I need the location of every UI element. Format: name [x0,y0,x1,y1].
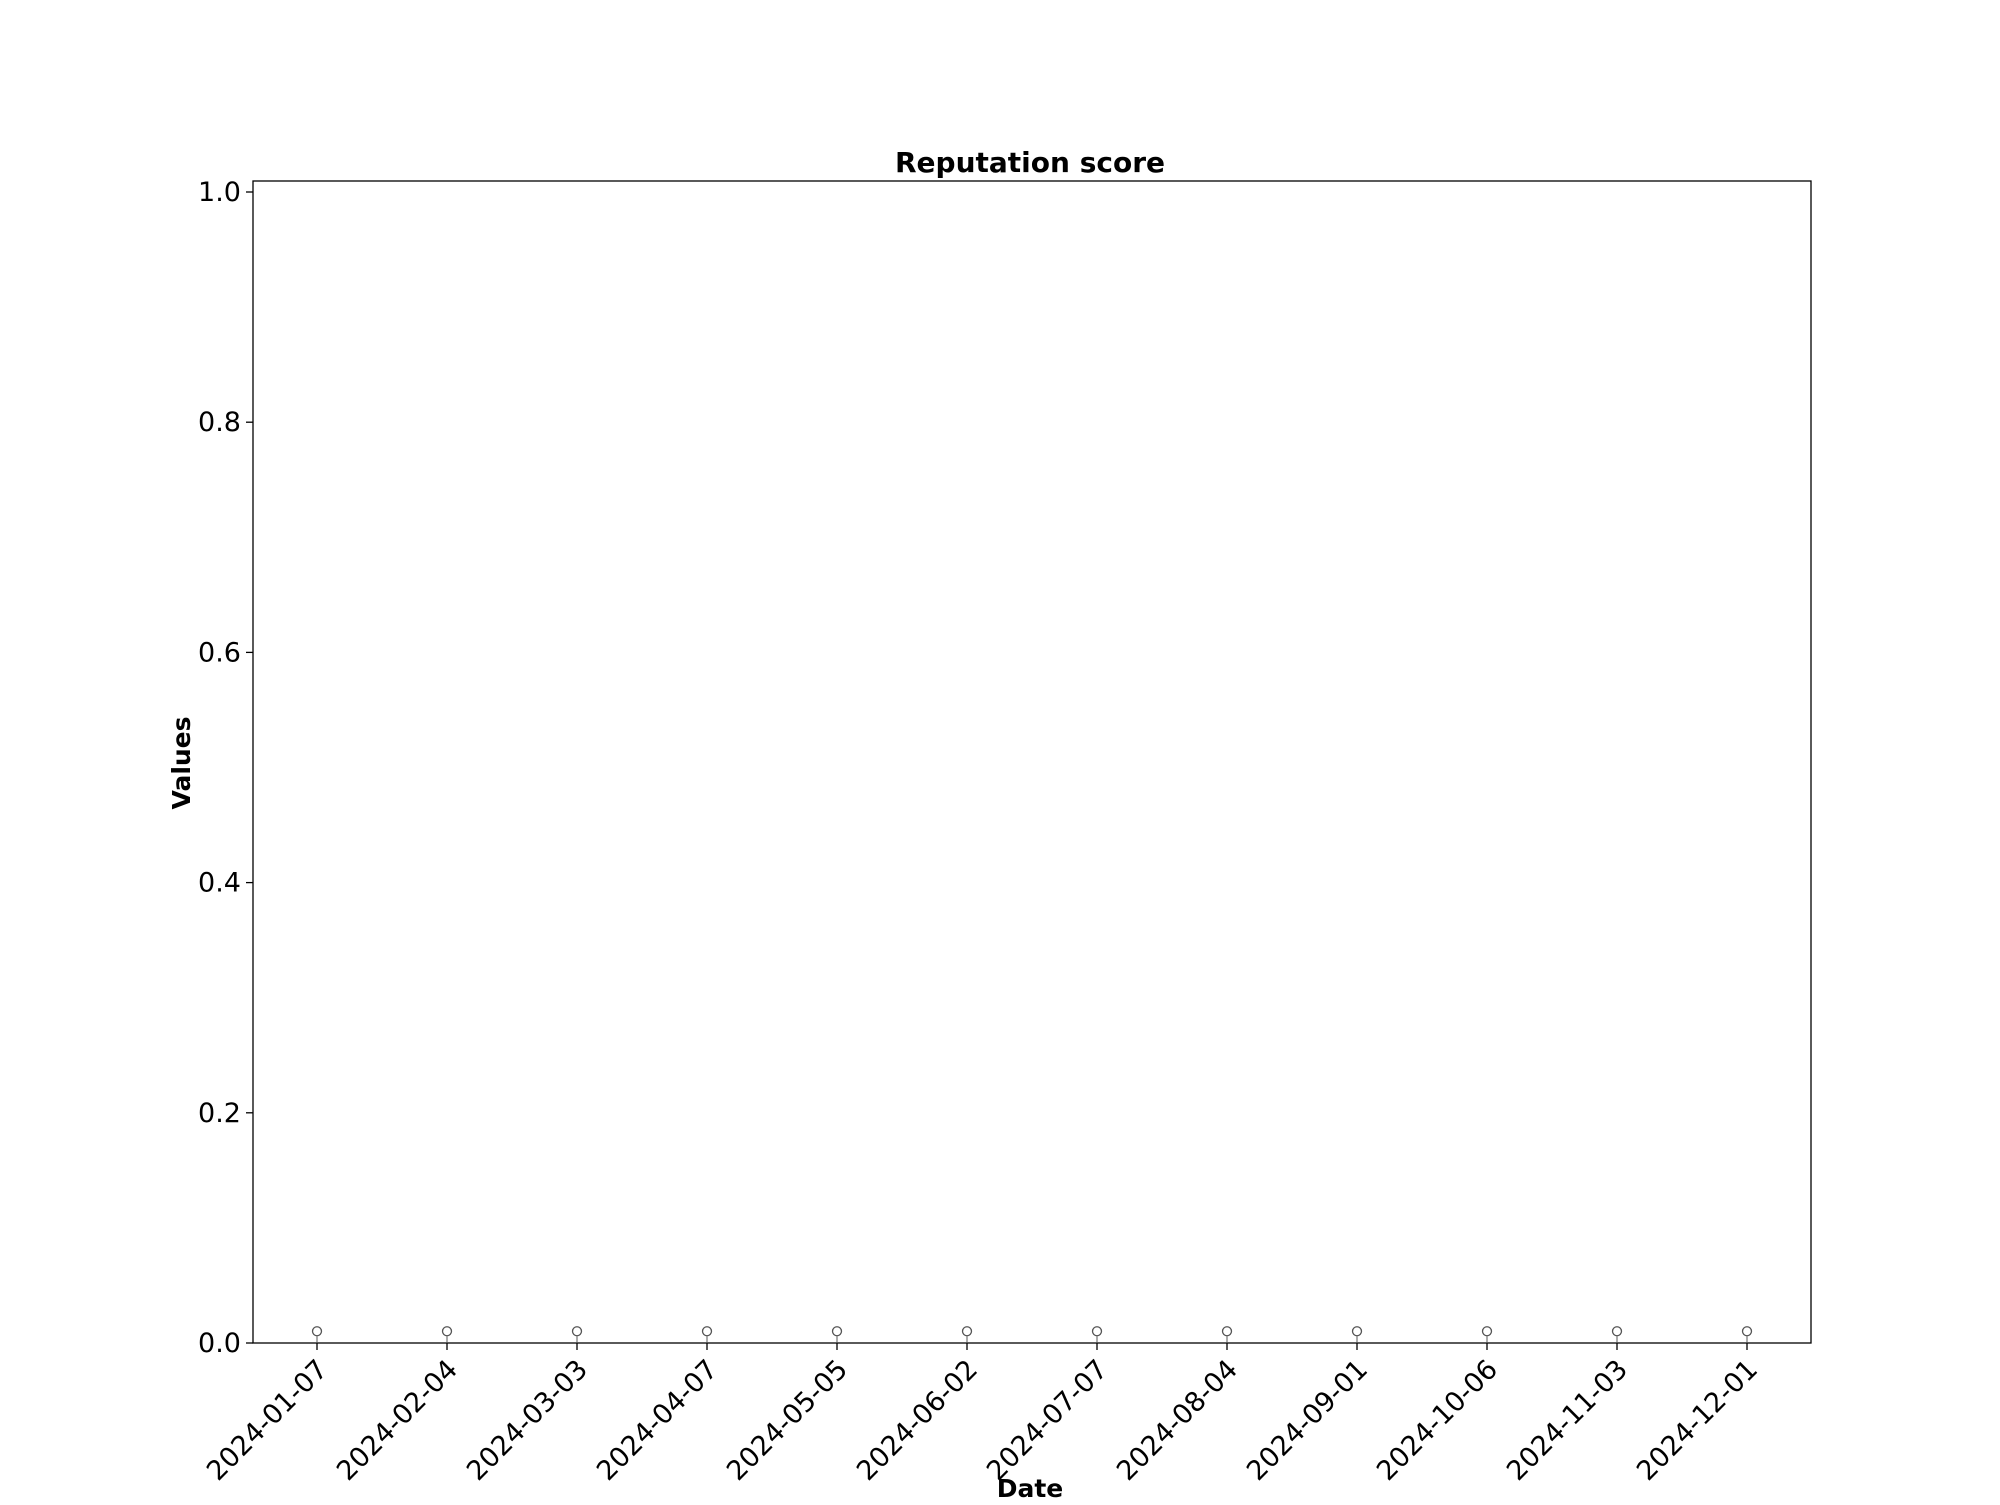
data-point [831,1326,843,1337]
y-tick-label: 0.2 [198,1098,241,1129]
data-point [1091,1326,1103,1337]
x-tick-label: 2024-10-06 [1371,1354,1504,1487]
data-point [961,1326,973,1337]
chart-title: Reputation score [895,146,1165,179]
x-tick-label: 2024-04-07 [591,1354,724,1487]
x-tick-label: 2024-02-04 [331,1354,464,1487]
data-point [1221,1326,1233,1337]
x-axis-label: Date [997,1474,1064,1500]
y-tick-label: 0.8 [198,407,241,438]
data-point [441,1326,453,1337]
y-tick-label: 0.0 [198,1328,241,1359]
x-tick-label: 2024-09-01 [1241,1354,1374,1487]
x-tick-label: 2024-07-07 [981,1354,1114,1487]
data-point [1481,1326,1493,1337]
data-point [1611,1326,1623,1337]
y-tick-label: 0.4 [198,868,241,899]
x-tick-label: 2024-01-07 [201,1354,334,1487]
data-point [311,1326,323,1337]
x-tick-label: 2024-11-03 [1501,1354,1634,1487]
x-tick-label: 2024-05-05 [721,1354,854,1487]
y-axis-label: Values [167,716,196,809]
data-point [1741,1326,1753,1337]
data-point [1351,1326,1363,1337]
y-tick-label: 1.0 [198,177,241,208]
x-tick-label: 2024-08-04 [1111,1354,1244,1487]
plot-area: 0.00.20.40.60.81.02024-01-072024-02-0420… [198,177,1812,1487]
x-tick-label: 2024-06-02 [851,1354,984,1487]
data-point [701,1326,713,1337]
y-tick-label: 0.6 [198,637,241,668]
x-tick-label: 2024-03-03 [461,1354,594,1487]
plot-frame [252,180,1812,1344]
x-tick-label: 2024-12-01 [1631,1354,1764,1487]
data-point [571,1326,583,1337]
